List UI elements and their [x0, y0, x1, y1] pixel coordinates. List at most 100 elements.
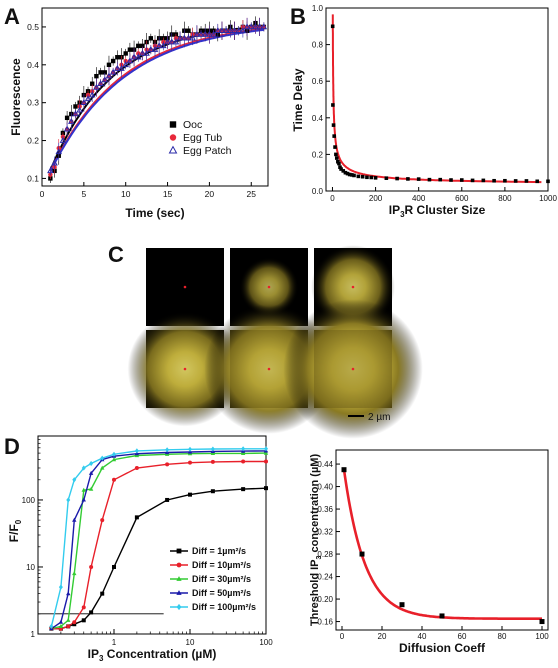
chart-d1-point: [89, 610, 94, 615]
chart-d2-ytick-label: 0.40: [317, 483, 333, 492]
chart-b-point: [343, 170, 348, 175]
chart-a-point: [243, 23, 251, 30]
chart-a-point: [151, 45, 159, 52]
chart-d1-point: [100, 591, 105, 596]
chart-a-xlabel: Time (sec): [125, 206, 184, 220]
chart-d1-point: [241, 459, 246, 464]
chart-a-legend-label: Egg Tub: [183, 132, 222, 144]
chart-d1-point: [72, 517, 77, 522]
chart-a-point: [73, 104, 78, 109]
chart-d1-point: [112, 477, 116, 482]
chart-d1-point: [66, 497, 71, 503]
chart-a-point: [122, 61, 129, 68]
chart-a-point: [210, 30, 217, 37]
chart-b-point: [360, 174, 365, 179]
chart-a-point: [206, 30, 213, 37]
chart-d2-point: [439, 613, 445, 619]
chart-a-xtick-label: 25: [247, 189, 257, 199]
chart-d1-point: [264, 486, 268, 491]
chart-b-point: [373, 176, 378, 180]
chart-a-point: [127, 47, 133, 52]
chart-d1-legend-label: Diff = 50µm²/s: [192, 588, 251, 598]
chart-b-xlabel-rest: R Cluster Size: [405, 203, 486, 217]
chart-a-point: [90, 81, 95, 86]
chart-b-point: [492, 178, 496, 183]
chart-a-point: [189, 34, 196, 41]
chart-d1-point: [263, 450, 269, 455]
chart-b-point: [350, 173, 354, 177]
chart-d2-ytick-label: 0.28: [317, 550, 333, 559]
chart-d2-ytick-label: 0.16: [317, 618, 333, 627]
chart-d1-point: [112, 451, 116, 457]
chart-d1-point: [72, 622, 77, 627]
chart-d2-xtick-label: 0: [340, 632, 345, 641]
chart-b-point: [365, 175, 369, 180]
chart-d1-xlabel: IP3 Concentration (µM): [88, 647, 217, 663]
chart-d2-ylabel-rest: concentration (µM): [309, 454, 321, 556]
chart-b-xlabel: IP3R Cluster Size: [389, 203, 486, 219]
chart-b-ytick-label: 0.4: [312, 114, 324, 123]
chart-d1-point: [58, 623, 64, 628]
chart-b-point: [330, 24, 335, 29]
chart-d1-point: [165, 462, 170, 467]
chart-a-point: [134, 53, 142, 60]
chart-d1-ytick-label: 100: [22, 496, 36, 505]
chart-d1-point: [112, 564, 116, 569]
chart-d1-point: [81, 618, 86, 623]
chart-b-ytick-label: 0.2: [312, 150, 324, 159]
chart-d2-ytick-label: 0.20: [317, 595, 333, 604]
chart-d1-point: [210, 446, 215, 452]
chart-d1-legend-label: Diff = 10µm²/s: [192, 560, 251, 570]
chart-d1-legend-marker: [176, 548, 182, 554]
chart-d1-point: [100, 465, 105, 470]
chart-a-point: [172, 38, 180, 45]
chart-d1-point: [66, 624, 71, 629]
chart-b-ytick-label: 1.0: [312, 4, 324, 13]
chart-d2-point: [539, 619, 545, 625]
chart-b-point: [524, 179, 529, 183]
chart-d1-point: [264, 446, 268, 452]
chart-b-point: [336, 159, 340, 164]
chart-a-legend-label: Ooc: [183, 119, 202, 131]
release-site-dot: [267, 367, 271, 371]
chart-d1-point: [66, 617, 71, 622]
chart-d2-ytick-label: 0.24: [317, 573, 333, 582]
chart-a-point: [110, 58, 116, 64]
chart-b-point: [356, 174, 361, 179]
chart-a-point: [80, 99, 88, 105]
chart-d1-point: [49, 623, 54, 629]
chart-d2-xlabel: Diffusion Coeff: [399, 641, 486, 655]
chart-b-ytick-label: 0.8: [312, 41, 324, 50]
chart-a-point: [84, 95, 92, 102]
chart-a-point: [97, 80, 104, 87]
chart-d1-xlabel-sub: 3: [99, 654, 104, 663]
chart-a-xtick-label: 5: [81, 189, 86, 199]
chart-a-ytick-label: 0.1: [27, 173, 39, 183]
chart-a-point: [72, 110, 79, 117]
chart-a-point: [139, 49, 146, 56]
chart-a-point: [118, 64, 125, 71]
chart-d1-point: [72, 620, 77, 625]
chart-d2-xtick-label: 80: [498, 632, 507, 641]
chart-b-point: [427, 177, 432, 182]
chart-a-point: [115, 55, 120, 60]
chart-a-point: [143, 49, 150, 56]
chart-a-point: [55, 148, 63, 155]
chart-d1-point: [88, 470, 94, 475]
chart-a-point: [256, 23, 263, 30]
chart-a-point: [147, 45, 155, 52]
chart-a-point: [102, 70, 107, 75]
chart-b-point: [341, 169, 346, 173]
chart-b-ytick-label: 0.6: [312, 77, 324, 86]
chart-b-point: [333, 145, 337, 149]
chart-d2-point: [359, 551, 365, 557]
chart-a-point: [168, 38, 176, 45]
panel-label-c: C: [108, 242, 124, 267]
chart-d1-legend-label: Diff = 100µm²/s: [192, 602, 256, 612]
chart-d1-legend-label: Diff = 1µm²/s: [192, 546, 246, 556]
chart-a-point: [185, 34, 192, 41]
chart-a-point: [126, 57, 134, 64]
chart-b-point: [332, 134, 336, 138]
release-site-dot: [267, 285, 271, 289]
chart-d1-ytick-label: 1: [31, 630, 36, 639]
